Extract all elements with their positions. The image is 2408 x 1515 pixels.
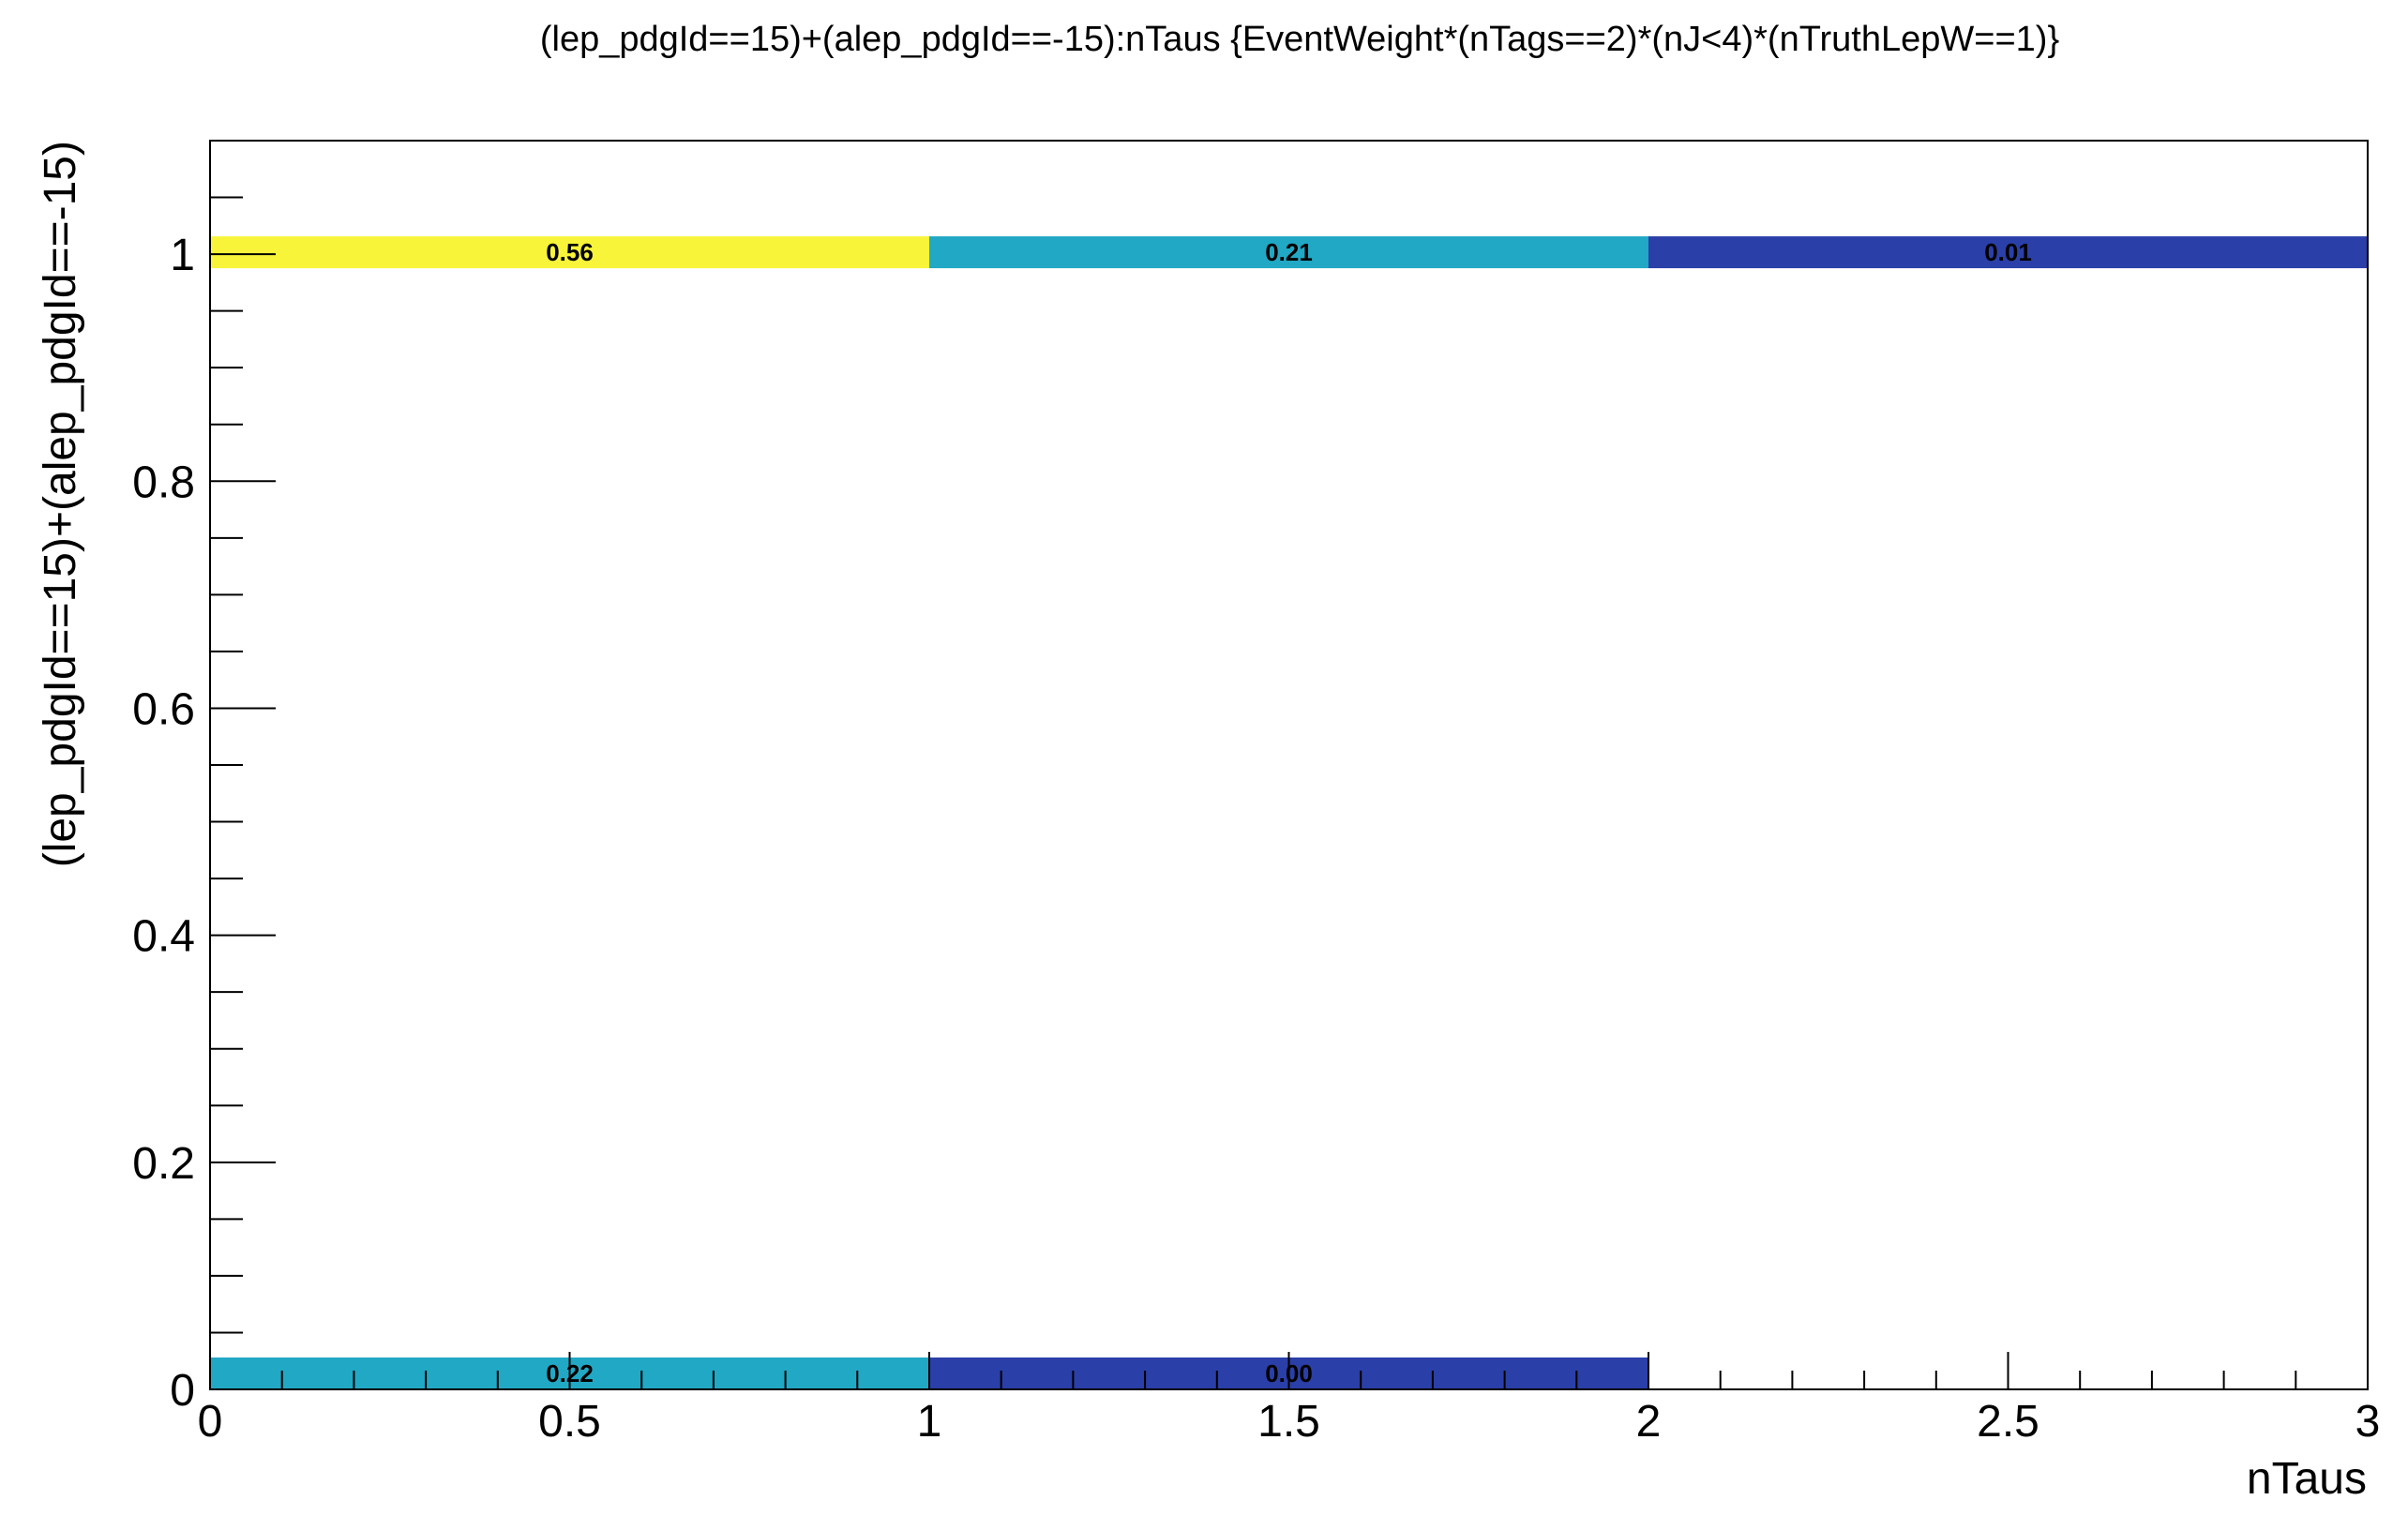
y-tick-label-0: 0 (170, 1366, 195, 1416)
cell-value-label-1: 0.21 (1265, 238, 1313, 266)
x-tick-label-6: 3 (2355, 1397, 2381, 1447)
plot-frame (209, 140, 2369, 1390)
tick-labels-layer: 0 0.5 1 1.5 2 2.5 3 0 0.2 0.4 0.6 0.8 1 (132, 231, 2380, 1447)
x-tick-label-0: 0 (198, 1397, 223, 1447)
x-tick-label-3: 1.5 (1257, 1397, 1320, 1447)
y-tick-label-1: 0.2 (132, 1139, 195, 1189)
cells-layer: 0.56 0.21 0.010.22 0.00 (210, 236, 2368, 1389)
heatmap-cell-1 (929, 236, 1648, 269)
y-tick-label-3: 0.6 (132, 684, 195, 734)
x-tick-label-2: 1 (917, 1397, 942, 1447)
x-tick-label-4: 2 (1636, 1397, 1662, 1447)
cell-value-label-0: 0.56 (546, 238, 594, 266)
x-tick-label-5: 2.5 (1977, 1397, 2039, 1447)
heatmap-cell-2 (1648, 236, 2368, 269)
y-tick-label-4: 0.8 (132, 458, 195, 507)
x-tick-label-1: 0.5 (538, 1397, 601, 1447)
heatmap-cell-0 (210, 236, 929, 269)
y-axis-label: (lep_pdgId==15)+(alep_pdgId==-15) (36, 141, 85, 867)
cell-value-label-2: 0.01 (1984, 238, 2032, 266)
y-tick-label-5: 1 (170, 231, 195, 280)
y-tick-label-2: 0.4 (132, 912, 195, 962)
ticks-layer (209, 140, 2369, 1390)
x-axis-label: nTaus (2247, 1454, 2367, 1504)
chart-title: (lep_pdgId==15)+(alep_pdgId==-15):nTaus … (540, 20, 2059, 59)
